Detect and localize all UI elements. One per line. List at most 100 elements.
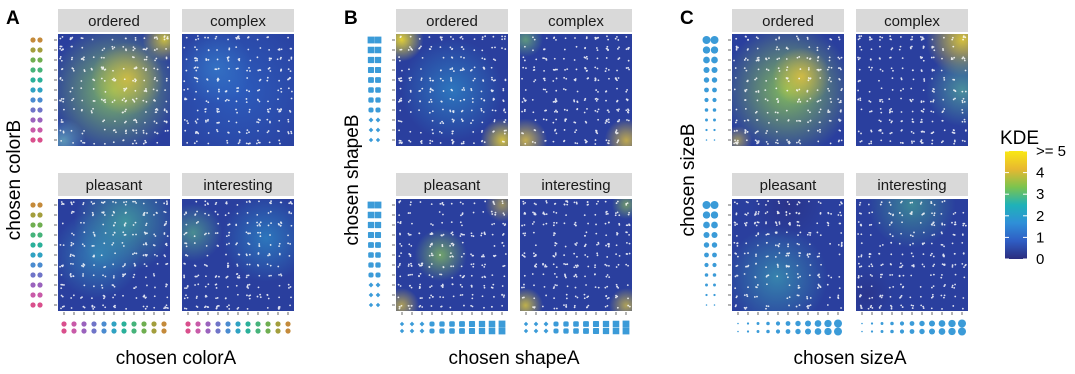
data-point — [216, 130, 219, 133]
data-point — [807, 109, 810, 112]
data-point — [204, 212, 207, 215]
data-point — [400, 142, 403, 145]
data-point — [410, 48, 413, 50]
data-point — [227, 99, 230, 102]
data-point — [154, 59, 156, 62]
data-point — [747, 201, 749, 204]
data-point — [766, 130, 768, 132]
data-point — [881, 70, 884, 72]
data-point — [765, 222, 767, 225]
data-point — [135, 129, 138, 132]
data-point — [606, 120, 608, 123]
facet-strip — [520, 9, 632, 32]
data-point — [899, 45, 902, 48]
data-point — [798, 286, 801, 289]
data-point — [616, 100, 618, 103]
data-point — [552, 287, 555, 290]
data-point — [470, 304, 473, 307]
square-shape-icon — [374, 56, 382, 64]
data-point — [90, 67, 93, 70]
data-points — [857, 200, 967, 310]
data-point — [278, 245, 281, 248]
data-point — [942, 110, 945, 113]
data-point — [438, 211, 441, 213]
data-point — [909, 296, 912, 299]
data-point — [787, 254, 790, 257]
data-point — [196, 59, 198, 62]
data-point — [932, 265, 935, 267]
data-point — [439, 296, 442, 298]
data-point — [788, 212, 791, 215]
data-point — [808, 231, 811, 234]
y-axis-title: chosen shapeB — [342, 115, 363, 246]
data-point — [289, 243, 292, 245]
data-point — [860, 265, 863, 268]
data-point — [236, 87, 239, 90]
data-point — [430, 252, 433, 255]
facet-label: interesting — [541, 177, 610, 194]
data-point — [502, 88, 505, 90]
data-point — [194, 213, 197, 216]
data-point — [92, 88, 95, 90]
data-point — [900, 77, 903, 79]
data-point — [858, 35, 861, 38]
data-point — [112, 276, 115, 279]
data-point — [941, 274, 943, 276]
data-point — [237, 35, 239, 38]
data-point — [878, 79, 880, 82]
data-point — [837, 294, 840, 297]
data-point — [122, 45, 125, 48]
data-point — [566, 203, 569, 206]
color-swatch-icon — [245, 328, 251, 334]
data-point — [224, 214, 227, 217]
data-point — [880, 273, 882, 276]
data-point — [441, 245, 444, 248]
data-point — [828, 59, 831, 62]
data-point — [841, 87, 843, 90]
data-point — [816, 231, 819, 234]
data-point — [840, 232, 843, 234]
data-point — [857, 130, 860, 133]
data-point — [461, 109, 464, 112]
data-point — [919, 121, 922, 124]
size-circle-icon — [704, 108, 709, 112]
data-point — [185, 223, 188, 226]
data-point — [397, 221, 399, 224]
data-point — [288, 255, 291, 257]
color-swatch-icon — [265, 321, 271, 327]
color-swatch-icon — [91, 321, 97, 327]
diamond-shape-icon — [368, 282, 374, 288]
data-point — [533, 284, 535, 287]
size-circle-icon — [766, 321, 770, 326]
data-point — [902, 88, 905, 90]
x-axis-markers — [185, 312, 291, 334]
data-point — [604, 222, 607, 225]
data-point — [920, 101, 923, 104]
data-point — [504, 253, 507, 255]
size-circle-icon — [938, 328, 946, 335]
data-point — [473, 77, 476, 80]
data-point — [881, 244, 884, 246]
data-point — [503, 108, 506, 111]
data-point — [583, 111, 586, 114]
data-point — [184, 242, 187, 245]
color-swatch-icon — [37, 262, 43, 268]
data-point — [71, 210, 74, 213]
data-point — [143, 295, 146, 298]
data-point — [617, 58, 620, 60]
data-point — [472, 263, 475, 265]
data-point — [808, 305, 810, 307]
data-point — [891, 77, 894, 79]
square-shape-icon — [573, 321, 579, 327]
data-point — [944, 88, 946, 91]
data-point — [70, 129, 73, 132]
data-point — [216, 297, 219, 299]
data-point — [419, 304, 422, 307]
data-point — [786, 297, 789, 300]
data-point — [289, 77, 292, 79]
kde-heatmap — [58, 34, 170, 146]
data-point — [910, 87, 913, 90]
data-point — [451, 233, 454, 236]
data-point — [482, 211, 485, 213]
data-point — [258, 88, 261, 91]
